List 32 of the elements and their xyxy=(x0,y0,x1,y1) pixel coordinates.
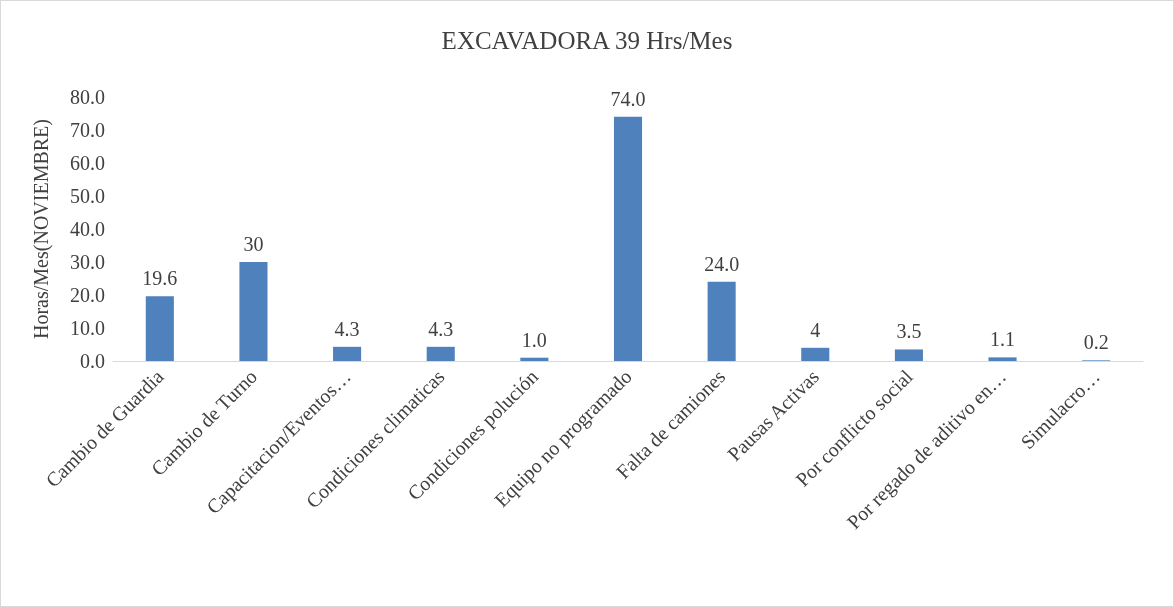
y-tick-label: 50.0 xyxy=(70,185,105,207)
y-tick-label: 20.0 xyxy=(70,284,105,306)
data-label: 1.0 xyxy=(521,328,547,351)
bar xyxy=(988,357,1017,361)
data-label: 4.3 xyxy=(428,317,454,340)
bar xyxy=(613,116,643,361)
y-tick-label: 70.0 xyxy=(70,119,105,141)
bar xyxy=(145,296,174,361)
bar xyxy=(520,357,549,361)
data-label: 4 xyxy=(810,318,821,341)
bar xyxy=(707,281,736,361)
data-label: 3.5 xyxy=(896,320,922,343)
bar xyxy=(801,347,830,361)
data-label: 4.3 xyxy=(334,317,360,340)
bar xyxy=(426,346,455,361)
y-tick-label: 10.0 xyxy=(70,317,105,339)
chart-title: EXCAVADORA 39 Hrs/Mes xyxy=(441,27,733,54)
bar xyxy=(894,349,923,361)
data-label: 19.6 xyxy=(142,267,178,290)
bar xyxy=(333,346,362,361)
y-tick-label: 40.0 xyxy=(70,218,105,240)
data-label: 1.1 xyxy=(990,328,1016,351)
y-tick-label: 80.0 xyxy=(70,86,105,108)
data-label: 74.0 xyxy=(610,87,646,110)
data-label: 24.0 xyxy=(704,252,740,275)
data-label: 30 xyxy=(243,233,264,255)
y-axis-title: Horas/Mes(NOVIEMBRE) xyxy=(30,119,53,339)
bar xyxy=(239,262,268,361)
y-tick-label: 0.0 xyxy=(80,350,105,372)
y-tick-label: 30.0 xyxy=(70,251,105,273)
data-label: 0.2 xyxy=(1083,331,1109,354)
y-tick-label: 60.0 xyxy=(70,152,105,174)
